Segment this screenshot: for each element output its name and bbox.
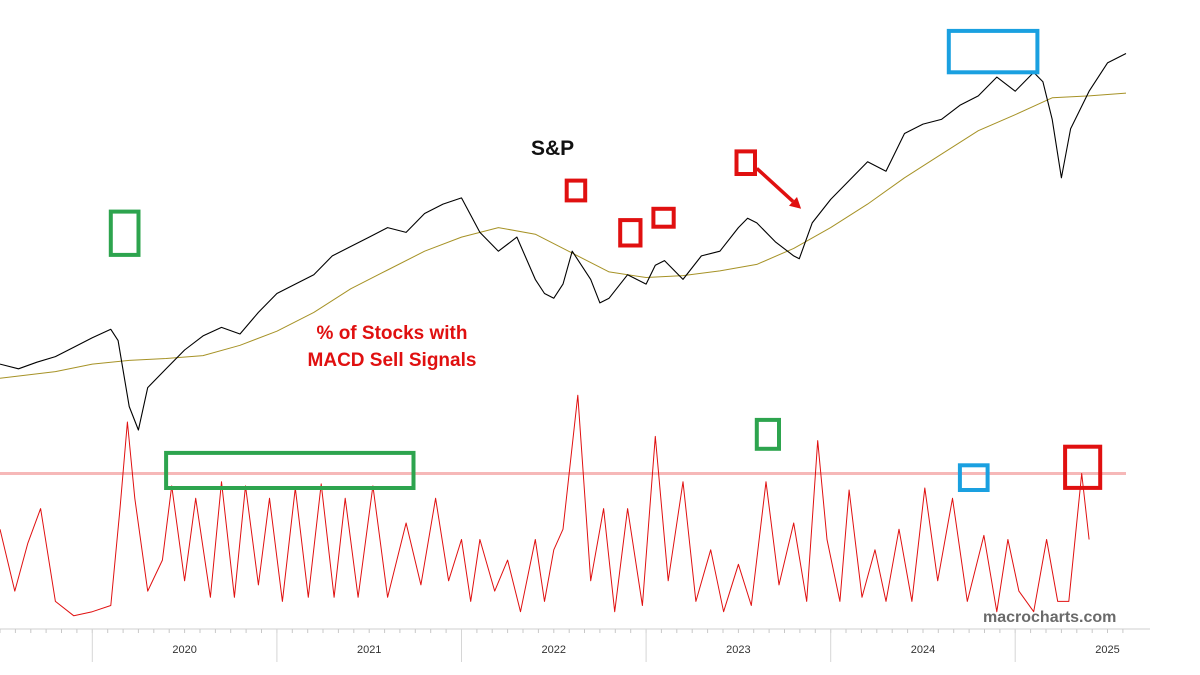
- highlight-box: [618, 218, 643, 248]
- x-tick-label: 2024: [911, 644, 935, 656]
- watermark: macrocharts.com: [983, 609, 1117, 626]
- highlight-box: [1063, 444, 1103, 490]
- highlight-box: [164, 450, 416, 490]
- indicator-label: % of Stocks with MACD Sell Signals: [272, 320, 512, 374]
- arrow-shaft: [755, 167, 795, 203]
- indicator-label-line1: % of Stocks with: [316, 323, 468, 344]
- moving-average-line: [0, 92, 1127, 379]
- sp-price-series: [0, 53, 1127, 431]
- x-tick-label: 2023: [726, 644, 750, 656]
- moving-average-series: [0, 92, 1127, 379]
- sp-label: S&P: [531, 137, 575, 160]
- indicator-label-line2: MACD Sell Signals: [307, 350, 477, 371]
- highlight-box: [957, 463, 990, 492]
- highlight-box: [651, 206, 676, 229]
- arrow-head: [789, 197, 802, 209]
- annotations: [108, 28, 1103, 492]
- highlight-box: [946, 28, 1040, 75]
- highlight-box: [564, 178, 588, 203]
- x-tick-label: 2022: [542, 644, 566, 656]
- x-tick-label: 2020: [172, 644, 196, 656]
- x-tick-label: 2025: [1095, 644, 1119, 656]
- x-axis: 2020 2021 2022 2023 2024 2025: [0, 628, 1150, 662]
- highlight-box: [108, 209, 141, 257]
- highlight-box: [754, 417, 781, 451]
- indicator-series: [0, 394, 1090, 617]
- sp-price-line: [0, 53, 1127, 431]
- highlight-box: [734, 149, 757, 176]
- x-tick-label: 2021: [357, 644, 381, 656]
- macd-sell-signal-line: [0, 394, 1090, 617]
